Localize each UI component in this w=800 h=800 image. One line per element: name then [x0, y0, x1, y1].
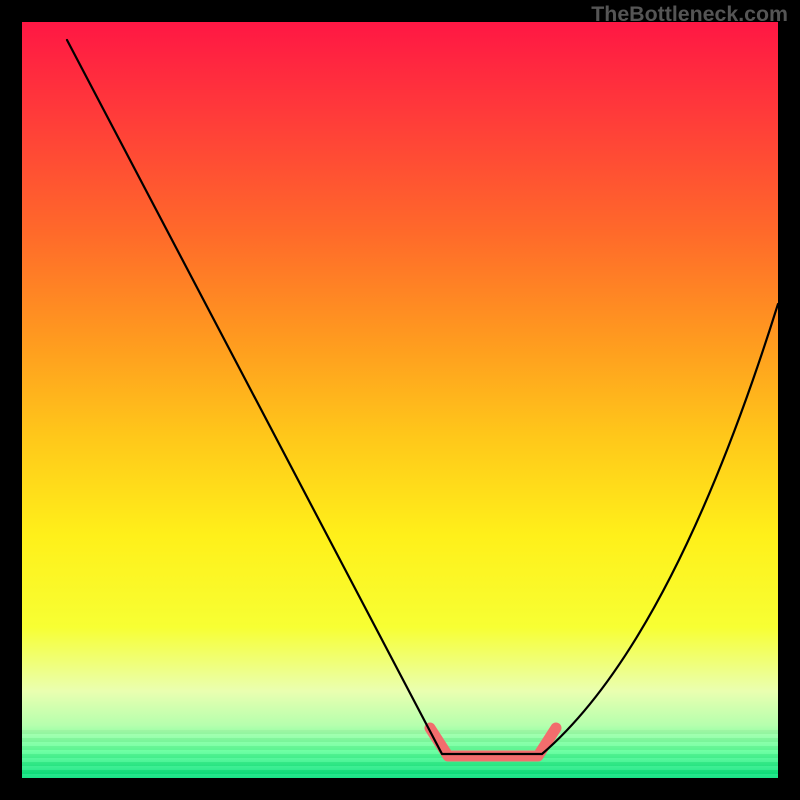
- gradient-background: [22, 22, 778, 778]
- plot-area: [22, 22, 778, 778]
- chart-svg: [22, 22, 778, 778]
- bottom-stripes: [22, 730, 778, 778]
- figure-stage: TheBottleneck.com: [0, 0, 800, 800]
